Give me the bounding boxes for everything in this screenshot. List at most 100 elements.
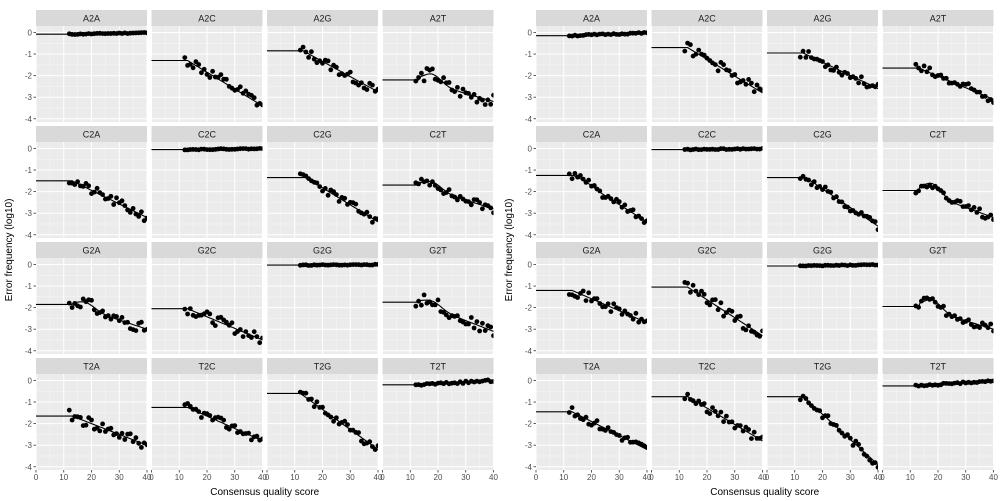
panel-C2C: C2C [151,126,263,238]
data-point [471,325,477,331]
data-point [625,434,630,440]
data-point [100,308,105,314]
x-tick-label: 40 [758,473,767,482]
data-point [991,100,994,105]
data-point [682,396,688,402]
strip-C2G [767,126,878,142]
strip-label: A2C [198,14,216,24]
data-point [729,308,735,314]
strip-label: T2A [83,362,100,372]
data-point [452,89,457,94]
data-point [421,292,427,298]
fit-line-G2T [882,299,994,330]
data-point [359,80,364,86]
strip-C2A [536,126,647,142]
data-point [446,187,452,193]
data-point [644,30,647,36]
data-point [105,313,111,318]
data-point [229,320,235,326]
x-tick-label: 0 [149,473,154,482]
data-point [249,437,254,443]
data-point [622,202,628,208]
data-point [438,79,444,85]
data-point [331,418,336,424]
data-point [468,315,474,320]
data-point [488,205,494,211]
data-point [746,427,751,432]
data-point [825,62,831,68]
data-point [580,176,586,182]
x-tick-label: 10 [675,473,684,482]
x-tick-label: 10 [175,473,184,482]
data-point [367,214,373,220]
x-tick-label: 10 [559,473,568,482]
panel-C2G: C2G [766,126,879,238]
data-point [872,219,878,225]
data-point [749,80,754,86]
strip-label: T2C [698,362,716,372]
data-point [477,328,482,334]
data-point [982,93,988,99]
panel-A2C: A2C [151,10,263,122]
data-point [144,442,147,448]
y-tick-label: -1 [25,398,33,407]
data-point [491,210,494,216]
data-point [971,205,977,210]
data-point [114,195,119,201]
strip-label: A2G [313,14,331,24]
x-tick-label: 10 [406,473,415,482]
data-point [491,333,494,339]
data-point [66,407,72,413]
data-point [856,442,861,447]
strip-label: T2G [814,362,832,372]
data-point [957,316,963,321]
data-point [372,447,378,452]
y-tick-label: -4 [525,347,533,356]
data-point [800,48,806,54]
data-point [693,288,699,294]
data-point [834,194,839,200]
panel-A2A: A2A 0 -1 -2 -3 -4 [525,10,648,124]
data-point [619,312,625,317]
data-point [822,184,828,190]
strip-label: A2A [583,14,600,24]
data-point [875,464,878,470]
data-point [468,202,474,208]
data-point [952,313,957,319]
data-point [309,396,314,402]
data-point [586,177,592,183]
data-point [682,48,688,54]
y-tick-label: 0 [528,260,533,269]
strip-label: A2A [83,14,100,24]
data-point [187,403,193,409]
data-point [182,306,188,312]
data-point [136,214,142,219]
data-point [100,421,105,427]
data-point [715,307,721,313]
panel-T2C: T2C 0 10 20 30 40 [149,358,267,482]
data-point [218,72,224,77]
data-point [806,177,811,183]
strip-A2A [536,10,647,26]
y-tick-label: -1 [525,166,533,175]
strip-label: T2T [430,362,447,372]
data-point [130,439,136,445]
y-tick-label: 0 [528,144,533,153]
data-point [139,319,144,325]
data-point [204,72,210,77]
panel-G2A: G2A 0 -1 -2 -3 -4 [25,242,148,356]
data-point [760,87,763,93]
data-point [693,51,699,57]
panel-G2A: G2A 0 -1 -2 -3 -4 [525,242,648,356]
strip-A2A [36,10,147,26]
fit-line-T2A [536,411,647,450]
data-point [91,189,97,195]
data-point [732,318,738,323]
data-point [605,425,611,430]
data-point [375,443,378,449]
strip-G2T [382,242,494,258]
data-point [130,206,136,211]
data-point [803,55,809,60]
data-point [977,206,982,212]
data-point [938,72,944,78]
